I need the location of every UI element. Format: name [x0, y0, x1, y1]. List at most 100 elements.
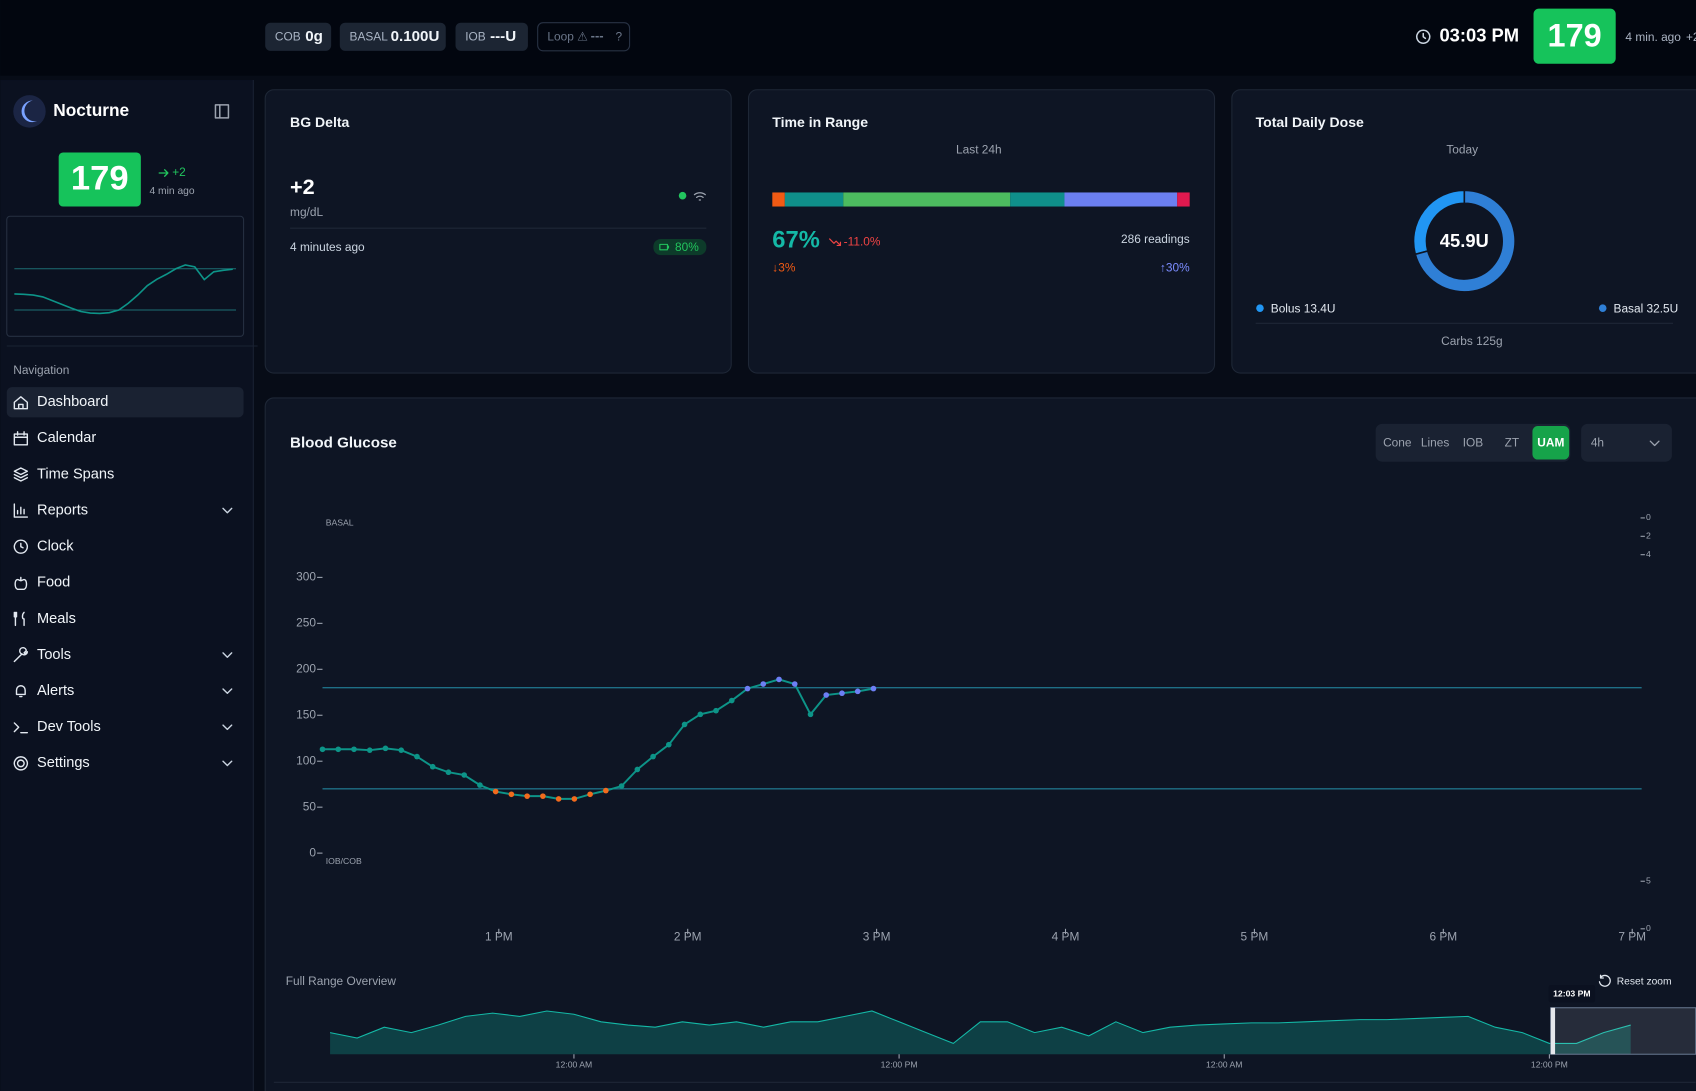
- x-tick-label: 1 PM: [485, 930, 513, 944]
- nav-item[interactable]: Dev Tools: [37, 719, 101, 735]
- range-segment: [772, 192, 785, 207]
- in-range-percent: 67%: [772, 226, 820, 253]
- chart-title: Blood Glucose: [290, 434, 397, 451]
- nav-item[interactable]: Meals: [37, 611, 76, 627]
- sidebar-toggle: [214, 104, 230, 119]
- nav-item[interactable]: Dashboard: [37, 394, 108, 410]
- range-select[interactable]: [1581, 423, 1672, 462]
- glucose-point: [319, 746, 326, 753]
- trend-arrow: [158, 169, 169, 177]
- delta-unit: mg/dL: [290, 205, 323, 219]
- glucose-point: [650, 753, 656, 760]
- overview-title: Full Range Overview: [286, 974, 397, 988]
- view-button[interactable]: UAM: [1537, 435, 1564, 449]
- card: [264, 397, 1696, 1091]
- wifi-icon: [693, 192, 706, 201]
- pill-label: BASAL: [350, 29, 389, 43]
- nav-active-bg: [6, 387, 244, 418]
- nav-item[interactable]: Food: [37, 575, 70, 591]
- glucose-point: [351, 746, 357, 753]
- pill-value: ---: [591, 28, 604, 43]
- legend-dot: [1598, 304, 1607, 312]
- nav-item[interactable]: Calendar: [37, 430, 96, 446]
- card: [747, 89, 1216, 374]
- glucose-point: [587, 791, 593, 798]
- glucose-point: [366, 747, 373, 753]
- glucose-point: [461, 772, 467, 778]
- nav-item[interactable]: Time Spans: [37, 466, 114, 482]
- x-tick-label: 6 PM: [1429, 930, 1457, 944]
- sparkline-frame: [6, 215, 245, 337]
- view-button[interactable]: IOB: [1463, 435, 1484, 449]
- range-segment: [843, 192, 1011, 207]
- select-chevron: [1649, 440, 1660, 447]
- bg-delta: +2: [1686, 30, 1696, 44]
- card-subtitle: Last 24h: [956, 142, 1002, 156]
- delta-value: +2: [290, 174, 315, 199]
- view-button[interactable]: Cone: [1383, 435, 1412, 449]
- x-tick-label: 2 PM: [674, 930, 702, 944]
- legend-dot: [1256, 304, 1264, 312]
- axis-label: BASAL: [326, 518, 354, 528]
- overview-tick-label: 12:00 PM: [1531, 1059, 1568, 1069]
- nav-chevron: [222, 652, 233, 658]
- view-button[interactable]: ZT: [1505, 435, 1520, 449]
- nav-chevron: [222, 688, 233, 695]
- nav-item[interactable]: Reports: [37, 502, 88, 518]
- clock-icon: [1416, 29, 1431, 44]
- iob-tick-label: 5: [1646, 876, 1651, 886]
- battery-icon: [659, 243, 670, 251]
- glucose-point: [445, 769, 452, 776]
- y-tick-label: 250: [296, 615, 316, 629]
- nav-item[interactable]: Tools: [37, 647, 71, 663]
- legend-entry: Bolus 13.4U: [1271, 301, 1336, 315]
- nav-chevron: [222, 724, 233, 731]
- bg-ago: 4 min. ago: [1625, 30, 1681, 44]
- carbs: Carbs 125g: [1441, 334, 1502, 348]
- overview-selection[interactable]: [1550, 1007, 1696, 1055]
- view-button[interactable]: Lines: [1421, 435, 1449, 449]
- glucose-point: [728, 697, 735, 704]
- card-subtitle: Today: [1446, 142, 1478, 156]
- dose-segment: [1414, 189, 1516, 293]
- y-tick-label: 150: [296, 707, 316, 721]
- nav-icon: [13, 431, 29, 446]
- delta-time: 4 minutes ago: [290, 240, 365, 254]
- nav-item[interactable]: Settings: [37, 755, 90, 771]
- nav-icon: [14, 576, 28, 590]
- reset-zoom[interactable]: Reset zoom: [1617, 977, 1672, 988]
- glucose-point: [839, 690, 845, 697]
- pill-value: ---U: [490, 28, 516, 45]
- basal-tick-label: 2: [1646, 531, 1651, 541]
- glucose-point: [398, 747, 405, 753]
- range-segment: [1177, 192, 1190, 207]
- pill-hint: ?: [616, 29, 623, 43]
- glucose-point: [807, 711, 814, 718]
- nav-item[interactable]: Alerts: [37, 683, 74, 699]
- glucose-point: [429, 763, 436, 770]
- pill-label: IOB: [465, 29, 486, 43]
- glucose-point: [414, 753, 420, 760]
- nav-icon: [13, 396, 29, 410]
- iob-tick-label: 0: [1646, 923, 1651, 933]
- glucose-point: [524, 793, 530, 799]
- sidebar-delta: +2: [172, 165, 186, 179]
- x-tick-label: 4 PM: [1052, 930, 1080, 944]
- overview-tick-label: 12:00 AM: [1206, 1059, 1243, 1069]
- bg-badge: [1533, 8, 1616, 64]
- battery-level: 80%: [675, 240, 699, 254]
- sidebar-bg-value: 179: [71, 160, 129, 198]
- brand-name: Nocturne: [53, 100, 129, 120]
- nav-item[interactable]: Clock: [37, 539, 74, 555]
- glucose-point: [760, 681, 767, 687]
- glucose-point: [571, 796, 578, 802]
- nav-heading: Navigation: [13, 363, 69, 377]
- range-select-value: 4h: [1591, 435, 1604, 449]
- y-tick-label: 100: [296, 753, 316, 767]
- card: [1231, 89, 1696, 374]
- logo-moon: [21, 100, 38, 123]
- x-tick-label: 3 PM: [863, 930, 891, 944]
- glucose-point: [823, 692, 830, 698]
- status-pill: [265, 22, 332, 51]
